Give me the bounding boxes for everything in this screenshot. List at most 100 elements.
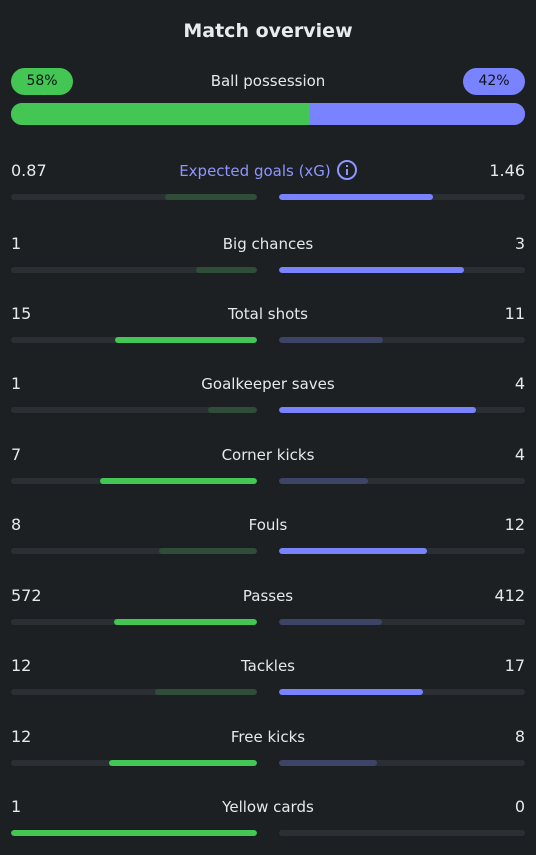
stat-values: 1 Big chances 3: [11, 233, 525, 255]
possession-bar: [11, 103, 525, 125]
away-stat-fill: [279, 194, 434, 200]
home-stat-fill: [114, 619, 257, 625]
away-stat-value: 11: [504, 304, 525, 323]
stat-bars: [11, 267, 525, 273]
home-stat-track: [11, 267, 257, 273]
away-stat-value: 12: [504, 515, 525, 534]
home-stat-track: [11, 830, 257, 836]
stat-values: 12 Free kicks 8: [11, 726, 525, 748]
away-stat-fill: [279, 689, 424, 695]
stat-label-text: Passes: [242, 587, 294, 605]
home-stat-value: 12: [11, 727, 32, 746]
stat-label-text: Tackles: [240, 657, 296, 675]
stat-row: 1 Goalkeeper saves 4: [11, 373, 525, 413]
home-stat-value: 8: [11, 515, 22, 534]
away-stat-fill: [279, 548, 427, 554]
home-stat-fill: [165, 194, 257, 200]
away-stat-track: [279, 689, 525, 695]
stat-bars: [11, 689, 525, 695]
stat-row: 1 Yellow cards 0: [11, 796, 525, 836]
home-stat-track: [11, 407, 257, 413]
stat-row: 7 Corner kicks 4: [11, 444, 525, 484]
stat-row: 8 Fouls 12: [11, 514, 525, 554]
info-icon[interactable]: [336, 160, 357, 180]
stat-label[interactable]: Expected goals (xG): [11, 160, 525, 182]
stat-values: 0.87 Expected goals (xG) 1.46: [11, 160, 525, 182]
away-stat-track: [279, 619, 525, 625]
stat-row: 0.87 Expected goals (xG) 1.46: [11, 160, 525, 200]
away-stat-track: [279, 337, 525, 343]
home-stat-value: 572: [11, 586, 42, 605]
stat-row: 12 Tackles 17: [11, 655, 525, 695]
stat-label: Goalkeeper saves: [11, 373, 525, 395]
stat-row: 15 Total shots 11: [11, 303, 525, 343]
home-stat-value: 1: [11, 797, 22, 816]
stat-values: 12 Tackles 17: [11, 655, 525, 677]
stat-label-text: Total shots: [228, 305, 308, 323]
stat-bars: [11, 760, 525, 766]
stat-bars: [11, 407, 525, 413]
home-stat-fill: [155, 689, 257, 695]
away-stat-track: [279, 194, 525, 200]
home-stat-fill: [158, 548, 257, 554]
home-stat-fill: [115, 337, 257, 343]
stat-label: Big chances: [11, 233, 525, 255]
stat-bars: [11, 478, 525, 484]
away-stat-value: 0: [514, 797, 525, 816]
home-stat-value: 15: [11, 304, 32, 323]
away-stat-value: 17: [504, 656, 525, 675]
away-stat-track: [279, 478, 525, 484]
possession-label: Ball possession: [210, 72, 326, 90]
away-stat-value: 4: [514, 374, 525, 393]
home-stat-fill: [109, 760, 257, 766]
home-stat-fill: [207, 407, 257, 413]
stat-label-text: Free kicks: [230, 728, 306, 746]
home-possession-badge: 58%: [11, 68, 73, 95]
away-stat-fill: [279, 407, 476, 413]
home-stat-track: [11, 760, 257, 766]
stat-row: 12 Free kicks 8: [11, 726, 525, 766]
away-stat-value: 8: [514, 727, 525, 746]
home-possession-fill: [11, 103, 310, 125]
stat-row: 1 Big chances 3: [11, 233, 525, 273]
stat-values: 15 Total shots 11: [11, 303, 525, 325]
stat-label: Free kicks: [11, 726, 525, 748]
away-stat-track: [279, 548, 525, 554]
stat-values: 1 Goalkeeper saves 4: [11, 373, 525, 395]
away-stat-fill: [279, 478, 369, 484]
away-stat-value: 1.46: [489, 161, 525, 180]
stat-values: 8 Fouls 12: [11, 514, 525, 536]
panel-title: Match overview: [183, 20, 353, 42]
away-stat-fill: [279, 267, 464, 273]
stat-label: Corner kicks: [11, 444, 525, 466]
away-stat-fill: [279, 760, 378, 766]
home-stat-value: 1: [11, 234, 22, 253]
stat-values: 7 Corner kicks 4: [11, 444, 525, 466]
home-stat-value: 7: [11, 445, 22, 464]
away-possession-fill: [309, 103, 525, 125]
home-stat-track: [11, 337, 257, 343]
home-stat-track: [11, 689, 257, 695]
stat-bars: [11, 619, 525, 625]
away-stat-track: [279, 267, 525, 273]
stat-label: Tackles: [11, 655, 525, 677]
stat-label-text: Expected goals (xG): [179, 162, 331, 180]
stat-label: Total shots: [11, 303, 525, 325]
stat-label: Passes: [11, 585, 525, 607]
away-stat-track: [279, 407, 525, 413]
home-stat-fill: [100, 478, 257, 484]
stat-bars: [11, 548, 525, 554]
away-stat-fill: [279, 337, 384, 343]
home-stat-track: [11, 194, 257, 200]
away-possession-badge: 42%: [463, 68, 525, 95]
away-stat-track: [279, 760, 525, 766]
away-stat-value: 3: [514, 234, 525, 253]
stat-values: 572 Passes 412: [11, 585, 525, 607]
stat-label-text: Corner kicks: [221, 446, 315, 464]
home-stat-track: [11, 548, 257, 554]
stat-bars: [11, 830, 525, 836]
stat-label-text: Yellow cards: [222, 798, 314, 816]
home-stat-fill: [11, 830, 257, 836]
away-stat-fill: [279, 619, 382, 625]
